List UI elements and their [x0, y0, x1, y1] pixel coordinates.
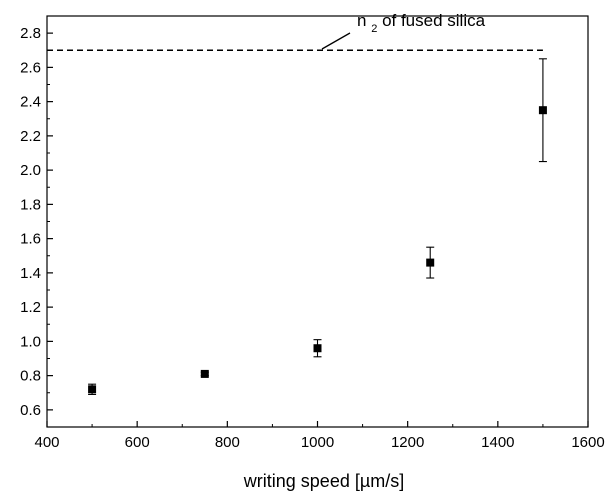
reference-line-annotation: n 2 of fused silica: [357, 11, 486, 36]
y-tick-label: 2.2: [20, 128, 41, 145]
data-point: [313, 344, 322, 353]
y-tick-label: 2.8: [20, 25, 41, 42]
data-point: [426, 258, 435, 267]
y-tick-label: 1.2: [20, 299, 41, 316]
x-tick-label: 1400: [481, 434, 514, 451]
x-tick-label: 400: [34, 434, 59, 451]
data-point: [200, 369, 209, 378]
y-tick-label: 0.8: [20, 368, 41, 385]
y-tick-label: 1.8: [20, 196, 41, 213]
x-tick-label: 1600: [571, 434, 604, 451]
x-axis-title: writing speed [µm/s]: [243, 471, 404, 491]
y-tick-label: 1.4: [20, 265, 41, 282]
annotation-subscript: 2: [371, 23, 377, 35]
y-axis: 0.6 0.8 1.0 1.2 1.4 1.6 1.8 2.0 2.2 2.4 2.6 2.8: [20, 25, 53, 428]
data-point: [538, 106, 547, 115]
x-tick-label: 1000: [301, 434, 334, 451]
data-points-group: [88, 58, 547, 396]
x-axis: 400 600 800 1000 1200 1400 1600: [34, 421, 605, 451]
y-tick-label: 0.6: [20, 402, 41, 419]
y-tick-label: 2.4: [20, 94, 41, 111]
annotation-rest: of fused silica: [382, 11, 486, 30]
data-point: [88, 385, 97, 394]
annotation-main: n: [357, 11, 366, 30]
x-tick-label: 600: [125, 434, 150, 451]
y-tick-label: 2.0: [20, 162, 41, 179]
x-tick-label: 800: [215, 434, 240, 451]
y-tick-label: 2.6: [20, 59, 41, 76]
annotation-leader-line: [321, 32, 351, 50]
x-tick-label: 1200: [391, 434, 424, 451]
y-tick-label: 1.0: [20, 333, 41, 350]
y-tick-label: 1.6: [20, 231, 41, 248]
annotation-group: n 2 of fused silica: [321, 11, 486, 50]
